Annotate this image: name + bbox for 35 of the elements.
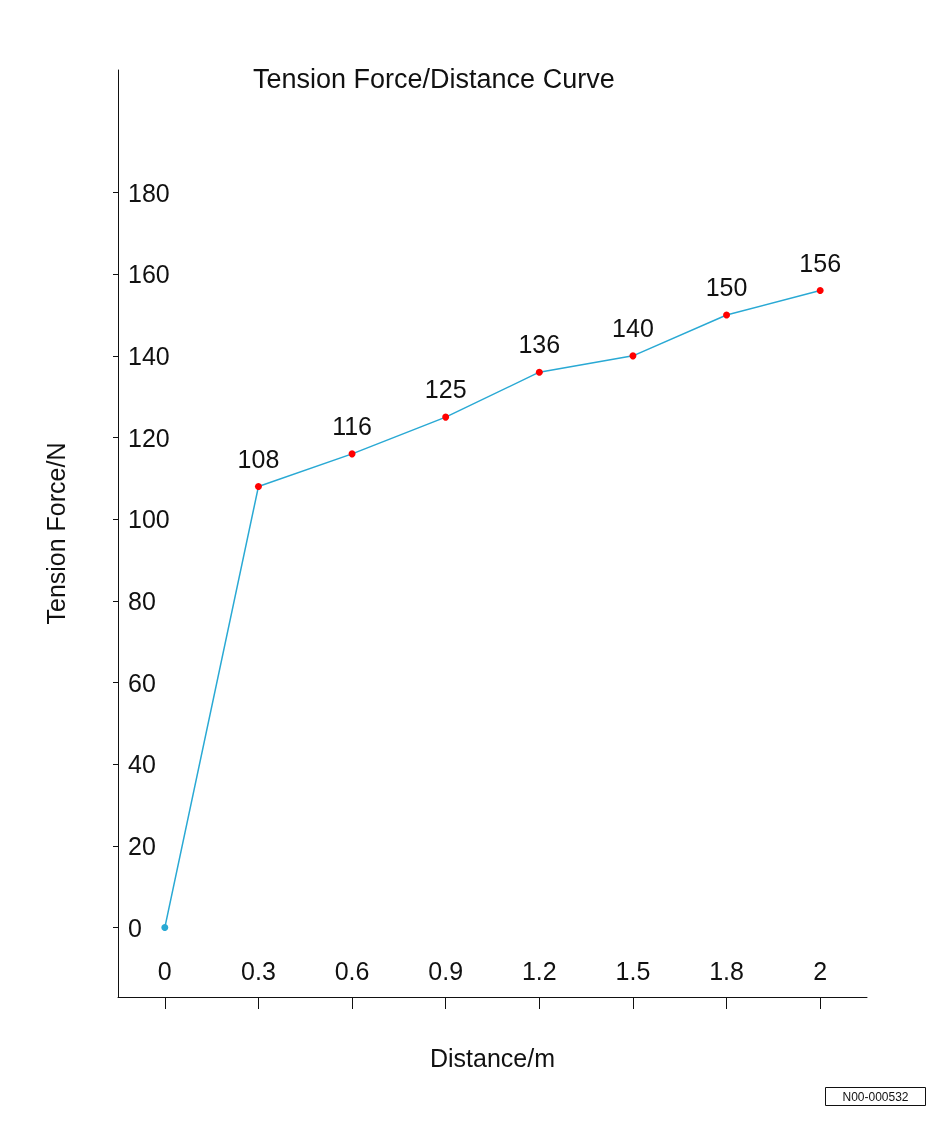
y-axis-title: Tension Force/N (41, 442, 70, 625)
point (535, 368, 543, 376)
data-label: 156 (799, 248, 842, 277)
point (723, 311, 731, 319)
y-tick-label: 80 (128, 586, 156, 615)
text: N00-000532 (842, 1089, 909, 1104)
x-tick-label: 2 (813, 956, 828, 985)
data-label: 150 (705, 273, 748, 302)
y-tick-label: 140 (128, 341, 170, 370)
y-tick-label: 40 (128, 750, 156, 779)
data-label: 125 (424, 375, 467, 404)
x-tick-label: 0.6 (334, 956, 370, 985)
x-tick-label: 1.5 (615, 956, 651, 985)
x-tick-label: 0.9 (428, 956, 464, 985)
x-tick-label: 0.3 (241, 956, 276, 985)
y-tick-label: 20 (128, 831, 156, 860)
y-tick-label: 0 (128, 913, 142, 942)
point (254, 483, 262, 491)
y-tick-label: 160 (128, 260, 170, 289)
data-label: 116 (332, 411, 372, 440)
point (442, 413, 450, 421)
y-tick-label: 120 (128, 423, 170, 452)
chart-title: Tension Force/Distance Curve (253, 63, 615, 94)
data-label: 140 (612, 313, 654, 342)
point (816, 287, 824, 295)
y-tick-label: 60 (128, 668, 156, 697)
data-label: 108 (237, 444, 280, 473)
x-tick-label: 1.8 (709, 956, 744, 985)
point (161, 924, 169, 932)
data-label: 136 (518, 330, 561, 359)
x-tick-label: 1.2 (521, 956, 557, 985)
point (629, 352, 637, 360)
x-axis-title: Distance/m (429, 1043, 556, 1072)
y-tick-label: 180 (128, 178, 170, 207)
y-tick-label: 100 (128, 505, 170, 534)
